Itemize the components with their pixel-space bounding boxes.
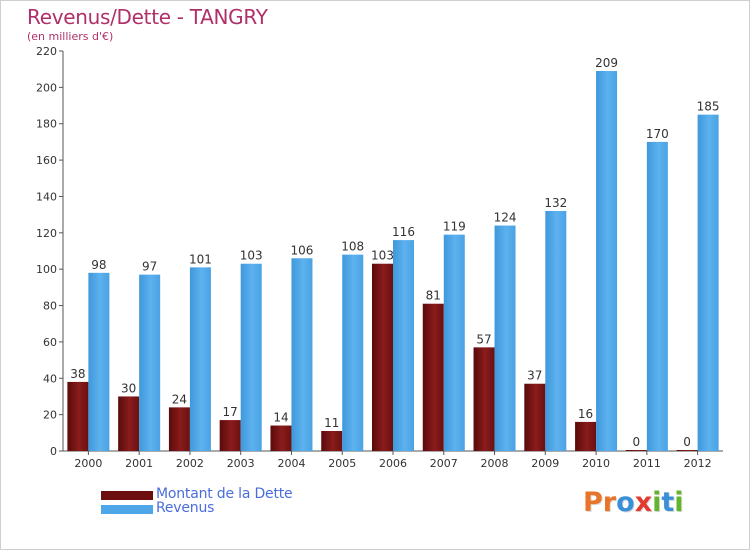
data-label-revenue-2011: 170 <box>646 127 669 141</box>
logo-letter: P <box>583 487 603 518</box>
bar-debt-2012 <box>676 450 698 451</box>
data-label-revenue-2000: 98 <box>91 258 106 272</box>
data-label-debt-2004: 14 <box>273 411 288 425</box>
data-label-revenue-2006: 116 <box>392 225 415 239</box>
x-tick-label: 2004 <box>277 457 305 470</box>
logo-letter: r <box>602 487 617 518</box>
y-tick-label: 140 <box>36 190 57 203</box>
y-tick-label: 20 <box>43 409 57 422</box>
data-label-revenue-2002: 101 <box>189 252 212 266</box>
logo-letter: i <box>652 487 662 518</box>
data-label-revenue-2005: 108 <box>341 240 364 254</box>
y-tick-label: 220 <box>36 45 57 58</box>
y-tick-label: 0 <box>50 445 57 458</box>
data-label-revenue-2010: 209 <box>595 56 618 70</box>
data-label-debt-2010: 16 <box>578 407 593 421</box>
bar-debt-2008 <box>473 347 495 451</box>
x-tick-label: 2012 <box>684 457 712 470</box>
bar-revenue-2002 <box>189 267 211 451</box>
x-tick-label: 2008 <box>481 457 509 470</box>
data-label-debt-2012: 0 <box>683 435 691 449</box>
data-label-revenue-2012: 185 <box>697 100 720 114</box>
bar-debt-2004 <box>270 425 292 451</box>
data-label-debt-2002: 24 <box>172 392 187 406</box>
data-label-revenue-2008: 124 <box>494 211 517 225</box>
proxiti-logo: Proxiti <box>583 487 684 518</box>
bar-debt-2002 <box>168 407 190 451</box>
data-label-debt-2001: 30 <box>121 381 136 395</box>
legend-swatch-debt <box>101 491 153 500</box>
y-tick-label: 200 <box>36 81 57 94</box>
legend-label-debt: Montant de la Dette <box>156 486 293 502</box>
y-tick-label: 180 <box>36 118 57 131</box>
bar-revenue-2009 <box>545 211 567 451</box>
logo-letter: o <box>616 487 635 518</box>
x-tick-label: 2010 <box>582 457 610 470</box>
data-label-revenue-2001: 97 <box>142 260 157 274</box>
legend-swatch-revenue <box>101 505 153 514</box>
bar-debt-2000 <box>67 381 89 451</box>
data-label-debt-2011: 0 <box>633 435 641 449</box>
bar-revenue-2010 <box>596 71 618 451</box>
x-tick-label: 2005 <box>328 457 356 470</box>
data-label-debt-2003: 17 <box>223 405 238 419</box>
data-label-revenue-2009: 132 <box>544 196 567 210</box>
bar-revenue-2001 <box>139 274 161 451</box>
chart-title: Revenus/Dette - TANGRY <box>27 5 268 29</box>
data-label-debt-2007: 81 <box>426 289 441 303</box>
x-tick-label: 2009 <box>531 457 559 470</box>
x-tick-label: 2011 <box>633 457 661 470</box>
x-tick-label: 2000 <box>74 457 102 470</box>
data-label-debt-2009: 37 <box>527 369 542 383</box>
x-tick-label: 2006 <box>379 457 407 470</box>
y-tick-label: 160 <box>36 154 57 167</box>
y-tick-label: 40 <box>43 372 57 385</box>
bar-revenue-2005 <box>342 254 364 451</box>
bar-revenue-2008 <box>494 225 516 451</box>
logo-letter: t <box>661 487 675 518</box>
data-label-debt-2000: 38 <box>70 367 85 381</box>
logo-letter: x <box>634 487 653 518</box>
bar-revenue-2003 <box>240 263 262 451</box>
data-label-debt-2008: 57 <box>476 332 491 346</box>
y-tick-label: 120 <box>36 227 57 240</box>
y-tick-label: 100 <box>36 263 57 276</box>
bar-debt-2003 <box>219 420 241 451</box>
y-tick-label: 60 <box>43 336 57 349</box>
bar-revenue-2004 <box>291 258 313 451</box>
data-label-debt-2006: 103 <box>371 249 394 263</box>
bar-debt-2006 <box>372 263 393 451</box>
bar-revenue-2006 <box>393 240 414 451</box>
bar-debt-2007 <box>422 303 444 451</box>
y-tick-label: 80 <box>43 300 57 313</box>
bar-debt-2011 <box>625 450 647 451</box>
bar-revenue-2011 <box>646 141 668 451</box>
bar-debt-2005 <box>321 431 343 451</box>
bar-debt-2001 <box>118 396 140 451</box>
bar-revenue-2012 <box>697 114 719 452</box>
logo-letter: i <box>674 487 684 518</box>
bar-debt-2009 <box>524 383 546 451</box>
chart-subtitle: (en milliers d'€) <box>27 30 114 43</box>
chart-bars <box>67 71 719 452</box>
bar-revenue-2007 <box>443 234 465 451</box>
data-label-debt-2005: 11 <box>324 416 339 430</box>
x-tick-label: 2007 <box>430 457 458 470</box>
chart-data-labels: 38 98 30 97 24 101 17 103 14 106 11 108 103 116 81 119 5… <box>70 56 719 449</box>
legend-label-revenue: Revenus <box>156 500 215 516</box>
data-label-revenue-2003: 103 <box>240 249 263 263</box>
x-tick-label: 2002 <box>176 457 204 470</box>
data-label-revenue-2007: 119 <box>443 220 466 234</box>
bar-revenue-2000 <box>88 272 110 451</box>
x-tick-label: 2001 <box>125 457 153 470</box>
data-label-revenue-2004: 106 <box>291 243 314 257</box>
bar-debt-2010 <box>575 421 597 451</box>
x-tick-label: 2003 <box>227 457 255 470</box>
